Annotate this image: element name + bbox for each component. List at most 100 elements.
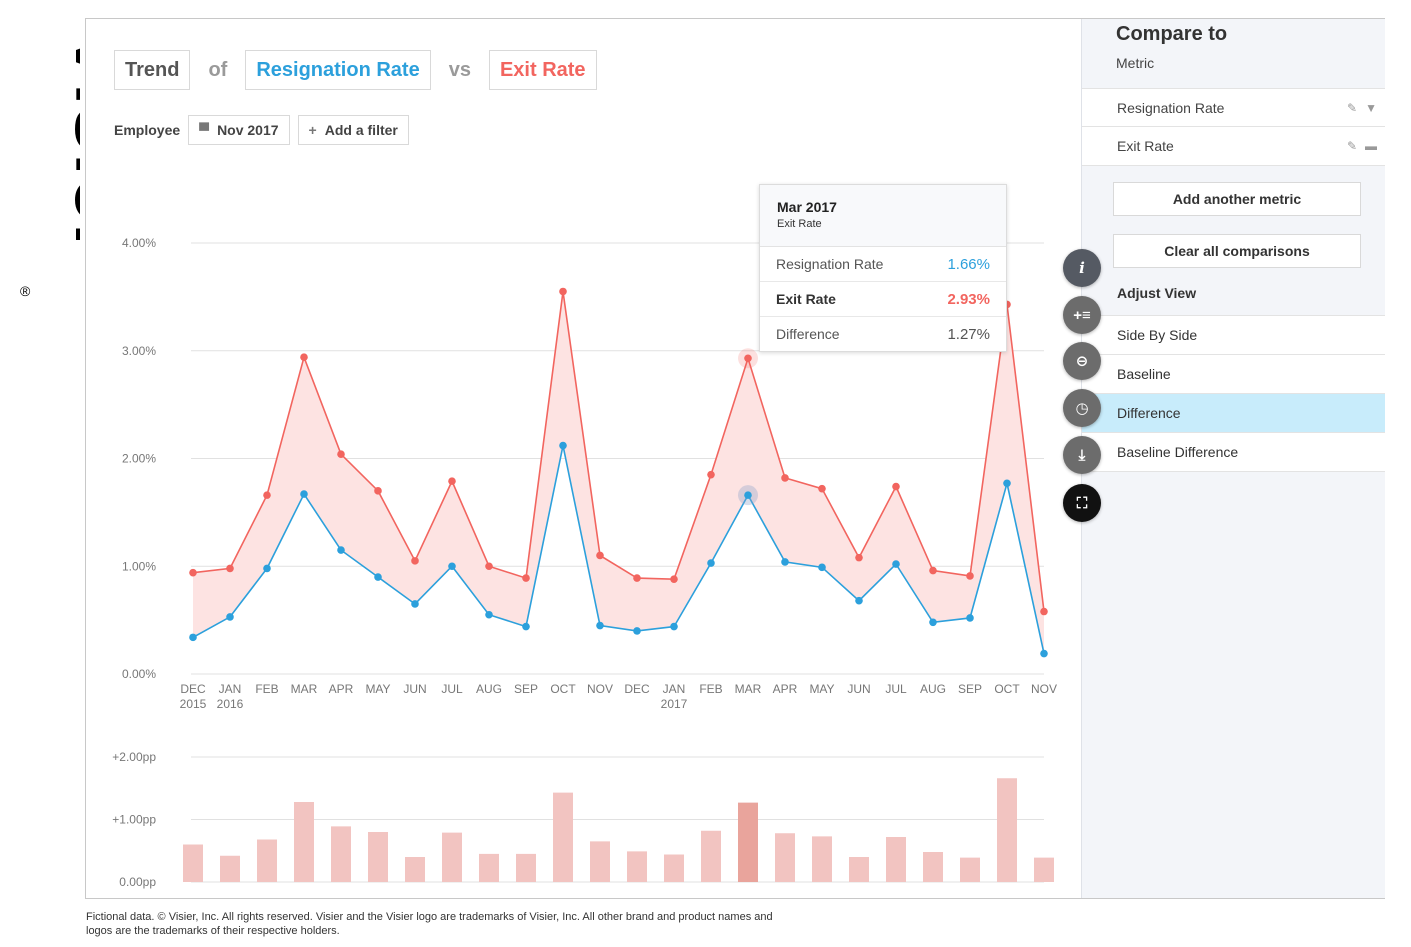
compare-metric-chip[interactable]: Exit Rate <box>488 50 597 90</box>
view-baseline[interactable]: Baseline <box>1082 354 1385 393</box>
trash-icon[interactable]: ▬ <box>1365 139 1377 153</box>
difference-bar <box>590 841 610 882</box>
resignation-rate-point <box>448 562 456 571</box>
difference-bar <box>701 830 721 882</box>
x-tick-label: MAY <box>809 682 834 696</box>
difference-bar <box>960 857 980 882</box>
difference-bar <box>849 857 869 882</box>
y-tick-label: 3.00% <box>122 344 156 358</box>
bar-y-tick-label: 0.00pp <box>119 875 156 889</box>
difference-bar <box>405 857 425 882</box>
pin-icon[interactable]: ✎ <box>1347 101 1358 115</box>
primary-metric-chip[interactable]: Resignation Rate <box>245 50 431 90</box>
resignation-rate-point <box>966 614 974 622</box>
exit-rate-point <box>818 484 826 493</box>
tooltip-value: 2.93% <box>947 290 990 308</box>
expand-icon[interactable]: ⛶ <box>1063 484 1101 522</box>
add-filter-button[interactable]: + Add a filter <box>297 115 409 145</box>
view-side-by-side[interactable]: Side By Side <box>1082 315 1385 354</box>
difference-bar <box>479 853 499 882</box>
difference-bar <box>294 802 314 882</box>
x-tick-label: AUG <box>476 682 502 696</box>
exit-rate-point <box>559 287 567 296</box>
resignation-rate-point <box>1003 479 1011 488</box>
title-bar: Trend of Resignation Rate vs Exit Rate <box>114 49 597 91</box>
view-baseline-difference[interactable]: Baseline Difference <box>1082 432 1385 472</box>
add-filter-label: Add a filter <box>324 122 398 138</box>
add-metric-button[interactable]: Add another metric <box>1113 182 1361 216</box>
x-tick-label: JUL <box>441 682 463 696</box>
compare-metric-resignation[interactable]: Resignation Rate ✎ ▼ <box>1082 88 1385 126</box>
trend-chart[interactable]: 0.00%1.00%2.00%3.00%4.00%DEC2015JAN2016F… <box>86 160 1076 895</box>
metric-tools: ✎ ▬ <box>1347 139 1377 153</box>
resignation-rate-point <box>411 600 419 608</box>
x-tick-label: JUN <box>403 682 426 696</box>
x-tick-label: NOV <box>1031 682 1057 696</box>
x-tick-label: OCT <box>550 682 576 696</box>
exit-rate-point <box>189 568 197 577</box>
compare-metric-exit[interactable]: Exit Rate ✎ ▬ <box>1082 126 1385 166</box>
x-tick-label: AUG <box>920 682 946 696</box>
tooltip-label: Exit Rate <box>776 291 836 307</box>
view-difference[interactable]: Difference <box>1082 393 1385 432</box>
download-icon[interactable]: ⤓ <box>1063 436 1101 474</box>
pin-icon[interactable]: ✎ <box>1346 139 1357 153</box>
tooltip-label: Resignation Rate <box>776 256 884 272</box>
difference-bar <box>775 833 795 882</box>
resignation-rate-point <box>226 613 234 621</box>
clear-comparisons-button[interactable]: Clear all comparisons <box>1113 234 1361 268</box>
x-tick-label: NOV <box>587 682 613 696</box>
exit-rate-point <box>670 575 678 583</box>
baseline-icon[interactable]: ⊖ <box>1063 342 1101 380</box>
resignation-rate-point <box>744 491 752 499</box>
difference-bar <box>627 851 647 882</box>
history-icon[interactable]: ◷ <box>1063 389 1101 427</box>
adjust-view-heading: Adjust View <box>1117 285 1197 301</box>
tooltip-row-resignation: Resignation Rate 1.66% <box>760 247 1006 282</box>
exit-rate-point <box>337 450 345 458</box>
filter-icon[interactable]: ▼ <box>1365 101 1377 115</box>
difference-bar <box>368 832 388 882</box>
exit-rate-point <box>263 491 271 499</box>
x-tick-label: JAN <box>219 682 242 696</box>
logo-wordmark: Visier <box>58 28 80 255</box>
date-filter-label: Nov 2017 <box>217 122 279 138</box>
tooltip-label: Difference <box>776 326 840 342</box>
tooltip-value: 1.27% <box>947 325 990 343</box>
resignation-rate-point <box>892 560 900 568</box>
date-filter-button[interactable]: ▀ Nov 2017 <box>188 115 290 145</box>
compare-panel: Compare to Metric Resignation Rate ✎ ▼ E… <box>1081 19 1385 898</box>
tooltip-header: Mar 2017 Exit Rate <box>760 185 1006 247</box>
data-tooltip: Mar 2017 Exit Rate Resignation Rate 1.66… <box>759 184 1007 352</box>
resignation-rate-line <box>192 445 1045 654</box>
visier-logo: Visier ® <box>8 22 152 302</box>
y-tick-label: 1.00% <box>122 559 156 573</box>
difference-bar <box>442 832 462 882</box>
info-icon[interactable]: i <box>1063 249 1101 287</box>
exit-rate-point <box>448 477 456 485</box>
metric-type-chip[interactable]: Trend <box>114 50 191 90</box>
tooltip-value: 1.66% <box>947 255 990 273</box>
exit-rate-point <box>411 557 419 565</box>
exit-rate-point <box>374 487 382 495</box>
exit-rate-point <box>633 574 641 582</box>
x-tick-label: APR <box>773 682 798 696</box>
difference-bar <box>997 778 1017 882</box>
difference-bar <box>923 852 943 882</box>
resignation-rate-point <box>559 441 567 450</box>
filter-bar: Employee ▀ Nov 2017 + Add a filter <box>114 114 417 146</box>
x-tick-label: JUN <box>847 682 870 696</box>
difference-bar <box>220 855 240 882</box>
add-list-icon[interactable]: +≡ <box>1063 296 1101 334</box>
exit-rate-point <box>781 474 789 482</box>
x-tick-label: OCT <box>994 682 1020 696</box>
vs-word: vs <box>448 58 471 81</box>
exit-rate-point <box>1040 607 1048 616</box>
exit-rate-point <box>485 562 493 571</box>
tooltip-title: Mar 2017 <box>777 199 837 215</box>
difference-bar <box>1034 857 1054 882</box>
x-tick-label: DEC <box>180 682 206 696</box>
panel-subtitle: Metric <box>1116 55 1155 71</box>
difference-bar <box>886 837 906 882</box>
x-tick-label: FEB <box>255 682 278 696</box>
